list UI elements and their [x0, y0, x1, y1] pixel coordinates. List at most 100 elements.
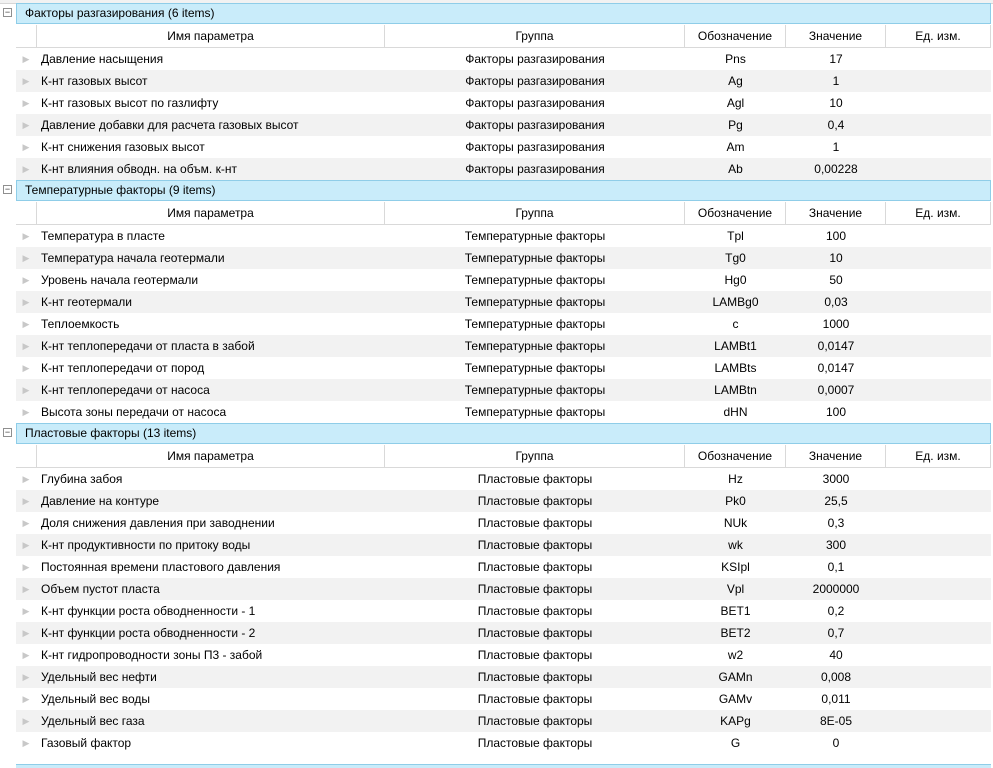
param-symbol-cell[interactable]: Tpl	[727, 229, 744, 243]
param-group-cell[interactable]: Температурные факторы	[464, 295, 606, 309]
param-group-cell[interactable]: Температурные факторы	[464, 361, 606, 375]
param-unit-cell[interactable]	[886, 225, 991, 247]
param-symbol-cell[interactable]: Ab	[728, 162, 743, 176]
group-title[interactable]: Пластовые факторы (13 items)	[16, 423, 991, 444]
table-row[interactable]: ▶ Удельный вес воды Пластовые факторы GAMv 0…	[16, 688, 991, 710]
param-group-cell[interactable]: Пластовые факторы	[477, 472, 593, 486]
table-row[interactable]: ▶ Удельный вес нефти Пластовые факторы GAMn…	[16, 666, 991, 688]
column-header-symbol[interactable]: Обозначение	[685, 445, 786, 467]
param-symbol-cell[interactable]: KAPg	[720, 714, 751, 728]
table-row[interactable]: ▶ К-нт влияния обводн. на объм. к-нт Факто…	[16, 158, 991, 180]
param-value-cell[interactable]: 0,0007	[817, 383, 855, 397]
param-name-cell[interactable]: К-нт газовых высот по газлифту	[41, 96, 219, 110]
param-name-cell[interactable]: Удельный вес газа	[41, 714, 145, 728]
table-row[interactable]: ▶ Температура в пласте Температурные факто…	[16, 225, 991, 247]
param-unit-cell[interactable]	[886, 468, 991, 490]
param-group-cell[interactable]: Пластовые факторы	[477, 736, 593, 750]
param-group-cell[interactable]: Температурные факторы	[464, 383, 606, 397]
param-name-cell[interactable]: Температура в пласте	[41, 229, 165, 243]
param-unit-cell[interactable]	[886, 578, 991, 600]
param-name-cell[interactable]: Высота зоны передачи от насоса	[41, 405, 227, 419]
param-name-cell[interactable]: Уровень начала геотермали	[41, 273, 199, 287]
param-symbol-cell[interactable]: Am	[726, 140, 745, 154]
param-unit-cell[interactable]	[886, 688, 991, 710]
group-title[interactable]: Температурные факторы (9 items)	[16, 180, 991, 201]
table-row[interactable]: ▶ Давление на контуре Пластовые факторы Pk0…	[16, 490, 991, 512]
param-name-cell[interactable]: Давление насыщения	[41, 52, 164, 66]
param-group-cell[interactable]: Пластовые факторы	[477, 516, 593, 530]
table-row[interactable]: ▶ Доля снижения давления при заводнении Пл…	[16, 512, 991, 534]
param-value-cell[interactable]: 0,008	[820, 670, 852, 684]
param-value-cell[interactable]: 40	[829, 648, 843, 662]
param-unit-cell[interactable]	[886, 48, 991, 70]
param-value-cell[interactable]: 2000000	[812, 582, 860, 596]
group-header[interactable]: − Пластовые факторы (13 items)	[0, 423, 993, 445]
column-header-value[interactable]: Значение	[786, 25, 886, 47]
param-unit-cell[interactable]	[886, 600, 991, 622]
param-symbol-cell[interactable]: wk	[728, 538, 743, 552]
column-header-unit[interactable]: Ед. изм.	[886, 25, 991, 47]
table-row[interactable]: ▶ К-нт функции роста обводненности - 2 Пла…	[16, 622, 991, 644]
param-name-cell[interactable]: Давление добавки для расчета газовых выс…	[41, 118, 299, 132]
param-name-cell[interactable]: Удельный вес воды	[41, 692, 151, 706]
param-value-cell[interactable]: 0,7	[827, 626, 845, 640]
param-group-cell[interactable]: Температурные факторы	[464, 405, 606, 419]
param-unit-cell[interactable]	[886, 313, 991, 335]
param-value-cell[interactable]: 10	[829, 251, 843, 265]
table-row[interactable]: ▶ К-нт гидропроводности зоны П3 - забой Пл…	[16, 644, 991, 666]
table-row[interactable]: ▶ К-нт газовых высот по газлифту Факторы р…	[16, 92, 991, 114]
param-symbol-cell[interactable]: Hz	[728, 472, 743, 486]
param-symbol-cell[interactable]: Vpl	[726, 582, 745, 596]
param-unit-cell[interactable]	[886, 158, 991, 180]
param-value-cell[interactable]: 17	[829, 52, 843, 66]
param-value-cell[interactable]: 0,011	[821, 692, 851, 706]
table-row[interactable]: ▶ Удельный вес газа Пластовые факторы KAPg 8…	[16, 710, 991, 732]
param-group-cell[interactable]: Пластовые факторы	[477, 494, 593, 508]
table-row[interactable]: ▶ Уровень начала геотермали Температурные …	[16, 269, 991, 291]
param-unit-cell[interactable]	[886, 92, 991, 114]
table-row[interactable]: ▶ Газовый фактор Пластовые факторы G 0	[16, 732, 991, 754]
table-row[interactable]: ▶ Объем пустот пласта Пластовые факторы Vpl…	[16, 578, 991, 600]
param-value-cell[interactable]: 100	[825, 405, 847, 419]
param-symbol-cell[interactable]: Pg	[728, 118, 743, 132]
column-header-value[interactable]: Значение	[786, 202, 886, 224]
param-symbol-cell[interactable]: LAMBts	[714, 361, 757, 375]
param-name-cell[interactable]: К-нт функции роста обводненности - 2	[41, 626, 256, 640]
param-name-cell[interactable]: Объем пустот пласта	[41, 582, 160, 596]
column-header-name[interactable]: Имя параметра	[36, 25, 385, 47]
param-symbol-cell[interactable]: Pk0	[725, 494, 746, 508]
column-header-unit[interactable]: Ед. изм.	[886, 445, 991, 467]
table-row[interactable]: ▶ К-нт теплопередачи от насоса Температурн…	[16, 379, 991, 401]
param-unit-cell[interactable]	[886, 710, 991, 732]
param-symbol-cell[interactable]: KSIpl	[721, 560, 750, 574]
column-header-name[interactable]: Имя параметра	[36, 202, 385, 224]
param-unit-cell[interactable]	[886, 490, 991, 512]
param-symbol-cell[interactable]: LAMBg0	[712, 295, 759, 309]
param-symbol-cell[interactable]: NUk	[723, 516, 748, 530]
param-value-cell[interactable]: 8E-05	[819, 714, 853, 728]
param-symbol-cell[interactable]: w2	[727, 648, 744, 662]
param-group-cell[interactable]: Факторы разгазирования	[465, 118, 605, 132]
param-value-cell[interactable]: 10	[829, 96, 843, 110]
param-unit-cell[interactable]	[886, 622, 991, 644]
column-header-group[interactable]: Группа	[385, 25, 685, 47]
table-row[interactable]: ▶ Температура начала геотермали Температур…	[16, 247, 991, 269]
param-unit-cell[interactable]	[886, 357, 991, 379]
column-header-symbol[interactable]: Обозначение	[685, 25, 786, 47]
param-symbol-cell[interactable]: Agl	[726, 96, 745, 110]
table-row[interactable]: ▶ К-нт продуктивности по притоку воды Плас…	[16, 534, 991, 556]
param-unit-cell[interactable]	[886, 666, 991, 688]
param-unit-cell[interactable]	[886, 732, 991, 754]
param-group-cell[interactable]: Пластовые факторы	[477, 560, 593, 574]
param-group-cell[interactable]: Пластовые факторы	[477, 582, 593, 596]
param-unit-cell[interactable]	[886, 269, 991, 291]
column-header-group[interactable]: Группа	[385, 202, 685, 224]
table-row[interactable]: ▶ Давление добавки для расчета газовых вы…	[16, 114, 991, 136]
param-symbol-cell[interactable]: G	[730, 736, 741, 750]
param-symbol-cell[interactable]: c	[732, 317, 739, 331]
param-value-cell[interactable]: 0	[832, 736, 840, 750]
param-name-cell[interactable]: К-нт теплопередачи от пласта в забой	[41, 339, 255, 353]
param-value-cell[interactable]: 1000	[822, 317, 850, 331]
param-symbol-cell[interactable]: LAMBtn	[714, 383, 757, 397]
param-name-cell[interactable]: К-нт гидропроводности зоны П3 - забой	[41, 648, 263, 662]
